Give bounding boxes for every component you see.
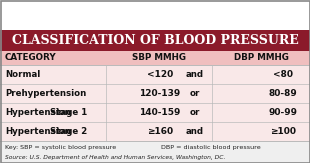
Text: DBP MMHG: DBP MMHG xyxy=(233,53,288,62)
Bar xyxy=(0,103,310,122)
Bar xyxy=(0,51,310,65)
Text: CLASSIFICATION OF BLOOD PRESSURE: CLASSIFICATION OF BLOOD PRESSURE xyxy=(12,34,298,47)
Text: CATEGORY: CATEGORY xyxy=(5,53,57,62)
Bar xyxy=(0,65,310,84)
Text: ≥100: ≥100 xyxy=(270,127,295,136)
Bar xyxy=(0,122,310,141)
Text: Normal: Normal xyxy=(5,70,40,79)
Text: Source: U.S. Department of Health and Human Services, Washington, DC.: Source: U.S. Department of Health and Hu… xyxy=(5,155,225,160)
Text: or: or xyxy=(190,108,200,117)
Text: and: and xyxy=(186,70,204,79)
Bar xyxy=(0,84,310,103)
Text: or: or xyxy=(190,89,200,98)
Text: DBP = diastolic blood pressure: DBP = diastolic blood pressure xyxy=(161,145,261,150)
Bar xyxy=(0,30,310,51)
Text: <80: <80 xyxy=(272,70,293,79)
Text: 120-139: 120-139 xyxy=(140,89,181,98)
Text: 90-99: 90-99 xyxy=(268,108,297,117)
Text: Hypertension: Hypertension xyxy=(5,108,71,117)
Text: Stage 2: Stage 2 xyxy=(50,127,87,136)
Text: 80-89: 80-89 xyxy=(268,89,297,98)
Text: Prehypertension: Prehypertension xyxy=(5,89,86,98)
Text: and: and xyxy=(186,127,204,136)
Text: 140-159: 140-159 xyxy=(139,108,181,117)
Text: Hypertension: Hypertension xyxy=(5,127,71,136)
Text: Stage 1: Stage 1 xyxy=(50,108,87,117)
Text: Key: SBP = systolic blood pressure: Key: SBP = systolic blood pressure xyxy=(5,145,116,150)
Text: SBP MMHG: SBP MMHG xyxy=(132,53,186,62)
Bar xyxy=(0,141,310,163)
Text: ≥160: ≥160 xyxy=(147,127,173,136)
Text: <120: <120 xyxy=(147,70,173,79)
